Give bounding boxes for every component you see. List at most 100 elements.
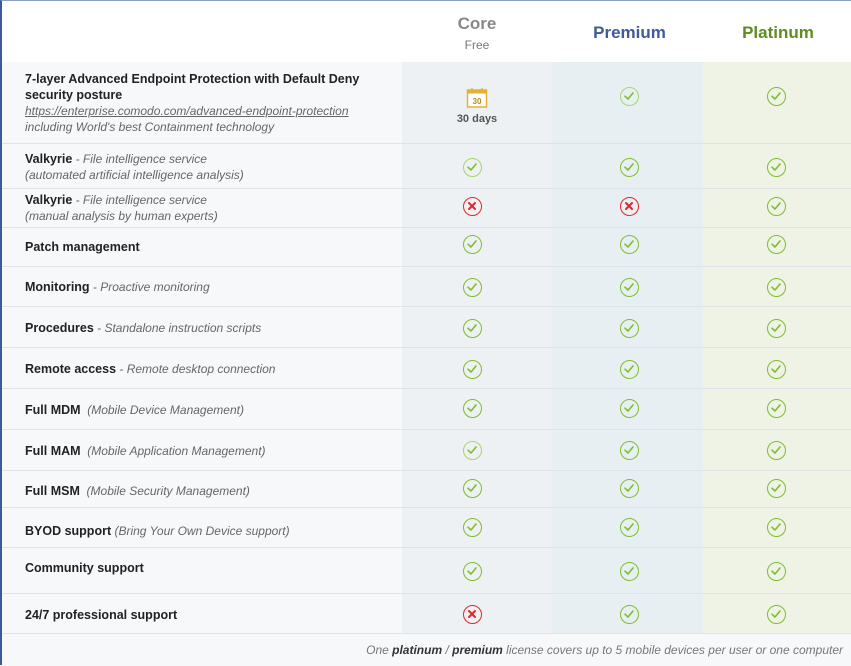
plan-header-core: Core Free [402,14,552,75]
check-icon [620,479,639,498]
table-row [2,267,851,307]
feature-description: Monitoring - Proactive monitoring [25,279,400,295]
check-icon [463,441,482,460]
check-icon [620,441,639,460]
feature-subtext: - File intelligence service [72,152,207,166]
feature-title: Monitoring [25,280,90,294]
feature-subtext: - Remote desktop connection [116,362,276,376]
check-icon [463,562,482,581]
feature-description: Procedures - Standalone instruction scri… [25,320,400,336]
feature-subtext: including World's best Containment techn… [25,120,275,134]
check-icon [463,158,482,177]
footer-pre: One [366,643,393,657]
plan-header-premium: Premium [554,23,705,84]
feature-description: Community support [25,560,400,576]
plan-subtitle-core: Free [464,38,490,52]
feature-description: BYOD support (Bring Your Own Device supp… [25,523,400,539]
feature-subtext: - File intelligence service [72,193,207,207]
check-icon [620,399,639,418]
feature-subtext: (Mobile Security Management) [79,484,250,498]
table-row [2,389,851,430]
check-icon [620,319,639,338]
check-icon [463,399,482,418]
table-row [2,508,851,548]
check-icon [767,399,786,418]
feature-subtext: - Standalone instruction scripts [93,321,262,335]
feature-description: Full MSM (Mobile Security Management) [25,483,400,499]
check-icon [767,158,786,177]
calendar-badge: 30 [473,97,482,106]
check-icon [767,479,786,498]
check-icon [767,319,786,338]
plan-name-platinum: Platinum [742,23,814,42]
check-icon [767,562,786,581]
check-icon [767,87,786,106]
check-icon [620,360,639,379]
plan-header-platinum: Platinum [703,23,851,84]
feature-title: Remote access [25,362,117,376]
check-icon [767,360,786,379]
table-row [2,228,851,267]
cross-icon [620,197,639,216]
table-row [2,307,851,348]
cross-icon [463,605,482,624]
feature-title: 7-layer Advanced Endpoint Protection wit… [25,72,360,102]
feature-title: Full MSM [25,484,80,498]
table-row [2,594,851,634]
feature-title: Full MDM [25,403,81,417]
feature-description: Remote access - Remote desktop connectio… [25,361,400,377]
table-row [2,348,851,389]
feature-description: Valkyrie - File intelligence service (man… [25,192,400,224]
core-trial: 30 30 days [442,87,512,125]
check-icon [620,518,639,537]
feature-description: Patch management [25,239,400,255]
table-row [2,189,851,228]
feature-title: BYOD support [25,524,112,538]
check-icon [463,360,482,379]
feature-description: 7-layer Advanced Endpoint Protection wit… [25,71,400,135]
feature-subtext: (Bring Your Own Device support) [111,524,290,538]
feature-description: Full MAM (Mobile Application Management) [25,443,400,459]
check-icon [767,197,786,216]
check-icon [463,278,482,297]
table-row [2,430,851,471]
check-icon [463,518,482,537]
check-icon [620,562,639,581]
premium-column-bg [552,62,703,634]
check-icon [463,479,482,498]
trial-duration: 30 days [456,113,498,125]
table-row [2,62,851,144]
check-icon [620,605,639,624]
feature-subtext-2: (manual analysis by human experts) [25,209,218,223]
feature-title: Valkyrie [25,152,73,166]
feature-subtext: (Mobile Device Management) [80,403,244,417]
footer-note: One platinum / premium license covers up… [2,634,851,666]
footer-slash: / [442,643,453,657]
check-icon [767,605,786,624]
feature-description: Full MDM (Mobile Device Management) [25,402,400,418]
feature-description: 24/7 professional support [25,607,400,623]
check-icon [767,278,786,297]
license-note: One platinum / premium license covers up… [366,643,843,657]
feature-subtext: - Proactive monitoring [89,280,210,294]
feature-subtext: (Mobile Application Management) [80,444,266,458]
feature-link[interactable]: https://enterprise.comodo.com/advanced-e… [25,104,349,118]
table-row [2,471,851,508]
check-icon [767,235,786,254]
platinum-column-bg [703,62,851,634]
check-icon [620,278,639,297]
core-column-bg [402,62,552,634]
feature-title: 24/7 professional support [25,608,178,622]
check-icon [620,158,639,177]
plan-name-premium: Premium [593,23,666,42]
plan-name-core: Core [457,14,497,33]
feature-title: Valkyrie [25,193,73,207]
footer-platinum: platinum [392,643,443,657]
feature-title: Full MAM [25,444,81,458]
table-row [2,144,851,189]
feature-subtext-2: (automated artificial intelligence analy… [25,168,244,182]
feature-description: Valkyrie - File intelligence service (aut… [25,151,400,183]
check-icon [767,441,786,460]
feature-title: Procedures [25,321,94,335]
